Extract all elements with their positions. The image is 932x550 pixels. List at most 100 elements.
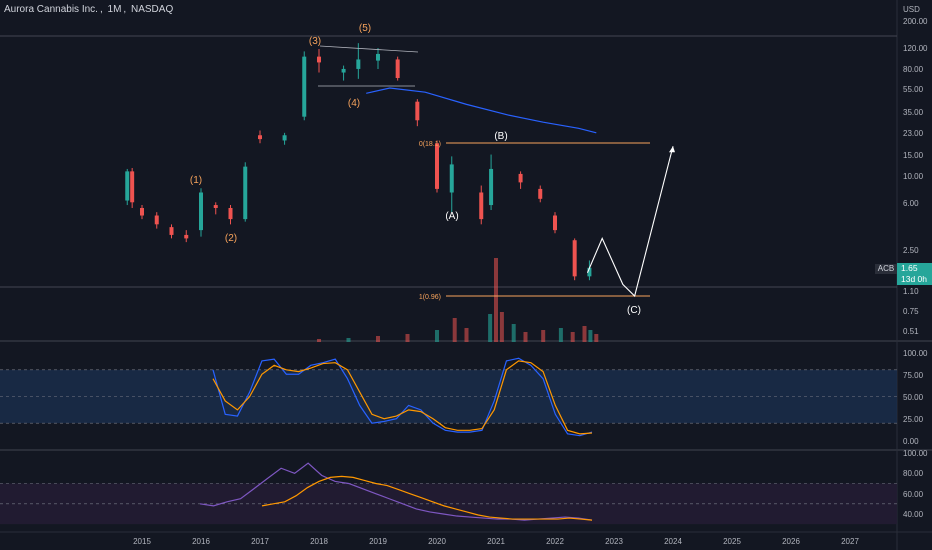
candle-body (518, 173, 523, 183)
ticker-badge: ACB (875, 264, 897, 274)
interval[interactable]: 1M (107, 4, 122, 15)
fib-level-label: 0(18.1) (419, 141, 441, 148)
volume-bar (488, 314, 493, 342)
chart-header: Aurora Cannabis Inc., 1M, NASDAQ (4, 4, 174, 15)
time-axis-label: 2024 (664, 537, 682, 546)
stoch-d-line (212, 360, 593, 435)
volume-bar (405, 334, 410, 342)
rsi-ma-line (261, 475, 593, 521)
candle-body (213, 205, 218, 208)
time-axis-label: 2020 (428, 537, 446, 546)
volume-bar (594, 334, 599, 342)
stoch-axis-label: 100.00 (903, 349, 928, 358)
time-axis-label: 2025 (723, 537, 741, 546)
price-axis-label: 2.50 (903, 246, 919, 255)
candle-body (199, 192, 203, 231)
ma-line (366, 87, 597, 134)
volume-bar (523, 332, 528, 342)
stoch-axis-label: 0.00 (903, 437, 919, 446)
wave-label: (B) (494, 131, 507, 142)
exchange: NASDAQ (130, 4, 174, 15)
price-axis-label: 55.00 (903, 85, 924, 94)
volume-bar (558, 328, 563, 342)
stoch-axis-label: 25.00 (903, 415, 924, 424)
wave-label: (A) (445, 211, 458, 222)
rsi-axis-label: 40.00 (903, 510, 924, 519)
channel-line (319, 45, 419, 53)
wave-label: (C) (627, 305, 641, 316)
time-axis-label: 2019 (369, 537, 387, 546)
stoch-k-line (212, 357, 593, 437)
candle-body (258, 135, 262, 140)
candle-body (572, 240, 577, 277)
stoch-band (0, 369, 897, 424)
candle-body (282, 135, 287, 141)
candle-body (302, 56, 307, 117)
rsi-axis-label: 100.00 (903, 449, 928, 458)
volume-bar (376, 336, 380, 342)
time-axis-label: 2027 (841, 537, 859, 546)
price-axis-label: 0.75 (903, 307, 919, 316)
currency-label: USD (903, 5, 920, 14)
volume-bar (499, 312, 504, 342)
volume-bar (541, 330, 546, 342)
candle-body (356, 59, 361, 69)
price-axis-label: 0.51 (903, 327, 919, 336)
candle-body (243, 166, 248, 220)
time-axis-label: 2022 (546, 537, 564, 546)
time-axis-label: 2017 (251, 537, 269, 546)
candle-body (228, 207, 233, 220)
price-axis-label: 10.00 (903, 172, 924, 181)
projection-path (586, 146, 674, 298)
projection-arrowhead (669, 146, 675, 153)
candle-body (154, 215, 159, 225)
candle-body (341, 68, 346, 73)
volume-bar (452, 318, 457, 342)
volume-bar (511, 324, 516, 342)
candle-body (184, 234, 189, 239)
price-axis-label: 120.00 (903, 44, 928, 53)
volume-bar (588, 330, 593, 342)
symbol-name[interactable]: Aurora Cannabis Inc. (4, 4, 98, 15)
candle-body (538, 188, 543, 199)
candle-body (415, 101, 420, 121)
candle-body (435, 143, 439, 189)
candle-body (140, 207, 144, 216)
volume-bar (582, 326, 587, 342)
time-axis-label: 2021 (487, 537, 505, 546)
wave-label: (3) (309, 36, 321, 47)
time-axis-label: 2016 (192, 537, 210, 546)
wave-label: (2) (225, 233, 237, 244)
wave-label: (1) (190, 175, 202, 186)
candle-body (395, 59, 400, 79)
candle-body (553, 215, 557, 231)
current-price-tag: 1.65 13d 0h (897, 263, 932, 285)
volume-bar (494, 258, 498, 342)
candle-body (449, 164, 454, 193)
candle-body (489, 168, 494, 206)
time-axis-label: 2015 (133, 537, 151, 546)
price-axis-label: 6.00 (903, 199, 919, 208)
price-axis-label: 1.10 (903, 287, 919, 296)
time-axis-label: 2023 (605, 537, 623, 546)
candle-body (130, 171, 135, 203)
volume-bar (570, 332, 575, 342)
time-axis-label: 2018 (310, 537, 328, 546)
volume-bar (435, 330, 439, 342)
price-axis-label: 15.00 (903, 151, 924, 160)
current-price: 1.65 (901, 263, 918, 273)
rsi-axis-label: 80.00 (903, 469, 924, 478)
wave-label: (4) (348, 98, 360, 109)
candle-body (376, 53, 380, 61)
price-axis-label: 23.00 (903, 129, 924, 138)
volume-bar (464, 328, 469, 342)
fib-level-label: 1(0.96) (419, 294, 441, 301)
rsi-band (0, 483, 897, 525)
bar-countdown: 13d 0h (901, 274, 927, 284)
price-axis-label: 80.00 (903, 65, 924, 74)
wave-label: (5) (359, 23, 371, 34)
rsi-axis-label: 60.00 (903, 490, 924, 499)
